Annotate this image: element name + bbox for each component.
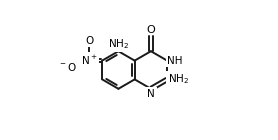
Text: O: O [147, 24, 155, 35]
Text: NH$_2$: NH$_2$ [168, 73, 189, 86]
Text: O: O [85, 36, 93, 46]
Text: $^-$O: $^-$O [58, 61, 77, 73]
Text: NH: NH [167, 56, 183, 66]
Text: N: N [147, 89, 155, 99]
Text: N$^+$: N$^+$ [81, 54, 97, 67]
Text: NH$_2$: NH$_2$ [108, 37, 129, 51]
